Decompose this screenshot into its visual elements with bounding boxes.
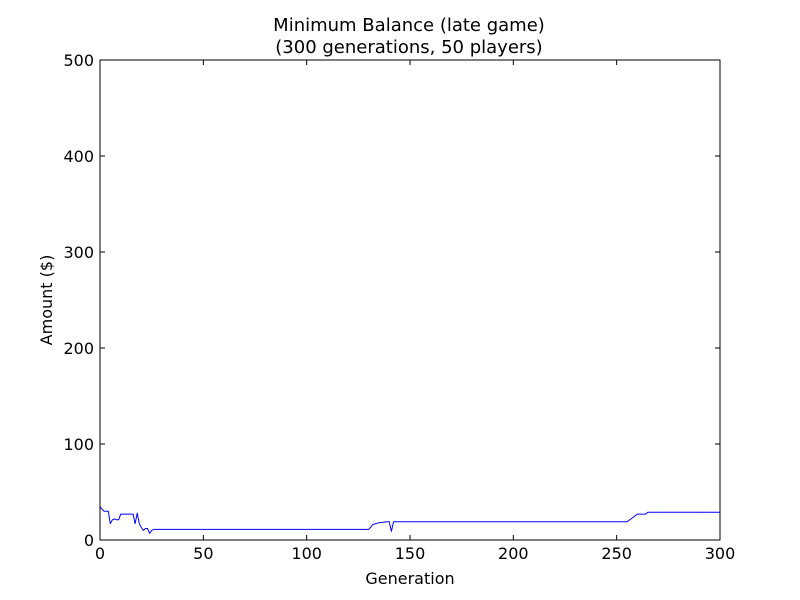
chart-title-line1: Minimum Balance (late game) bbox=[273, 15, 545, 36]
x-tick-label: 50 bbox=[193, 544, 213, 563]
y-axis-ticks: 0 100 200 300 400 500 bbox=[63, 51, 720, 550]
y-tick-label: 400 bbox=[63, 147, 94, 166]
x-tick-label: 100 bbox=[291, 544, 322, 563]
y-tick-label: 100 bbox=[63, 435, 94, 454]
x-tick-label: 200 bbox=[498, 544, 529, 563]
x-tick-label: 300 bbox=[705, 544, 736, 563]
x-axis-label: Generation bbox=[365, 569, 454, 588]
y-axis-label: Amount ($) bbox=[37, 255, 56, 346]
plot-frame bbox=[99, 59, 721, 541]
chart-title: Minimum Balance (late game) (300 generat… bbox=[273, 15, 545, 58]
x-tick-label: 150 bbox=[395, 544, 426, 563]
x-tick-label: 0 bbox=[95, 544, 105, 563]
y-tick-label: 500 bbox=[63, 51, 94, 70]
plot-area bbox=[100, 60, 720, 540]
x-tick-label: 250 bbox=[601, 544, 632, 563]
y-tick-label: 300 bbox=[63, 243, 94, 262]
y-tick-label: 0 bbox=[84, 531, 94, 550]
y-tick-label: 200 bbox=[63, 339, 94, 358]
series-line bbox=[99, 506, 720, 534]
x-axis-ticks: 0 50 100 150 200 250 300 bbox=[95, 60, 735, 563]
chart-title-line2: (300 generations, 50 players) bbox=[275, 37, 542, 58]
